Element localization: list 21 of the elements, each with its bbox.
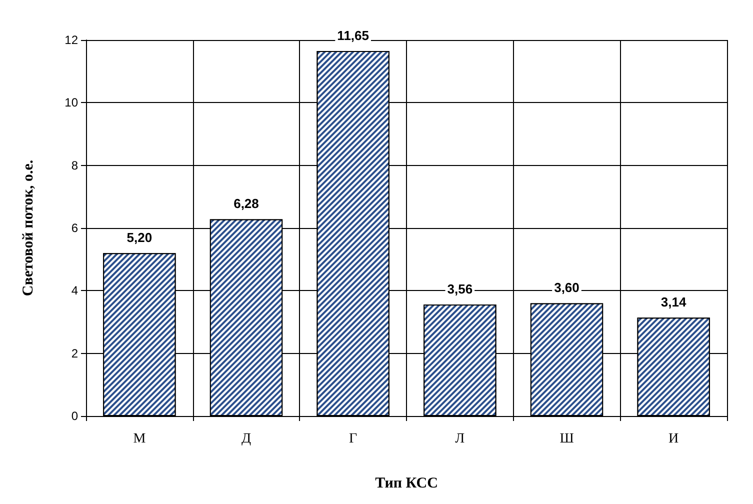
y-tick-label: 8 [71,158,78,172]
data-label: 11,65 [337,28,369,43]
data-label: 3,60 [554,280,580,296]
y-tick-label: 4 [71,284,78,298]
data-label: 3,56 [447,281,473,296]
y-tick-label: 2 [71,346,78,360]
y-tick-label: 6 [71,221,78,235]
data-label: 3,14 [660,294,687,310]
y-tick-label: 10 [64,96,78,110]
x-tick-label: Г [349,432,358,446]
x-tick-label: И [668,432,679,446]
data-label: 6,28 [234,196,259,212]
y-axis-title: Световой поток, о.е. [20,160,36,296]
x-tick-label: Д [241,432,252,446]
x-tick-label: М [133,432,146,446]
x-tick-label: Ш [560,432,574,446]
y-tick-label: 12 [64,33,78,47]
x-tick-label: Л [455,432,466,446]
data-label: 5,20 [126,230,152,246]
x-axis-title: Тип КСС [375,476,438,492]
y-tick-label: 0 [71,409,78,423]
